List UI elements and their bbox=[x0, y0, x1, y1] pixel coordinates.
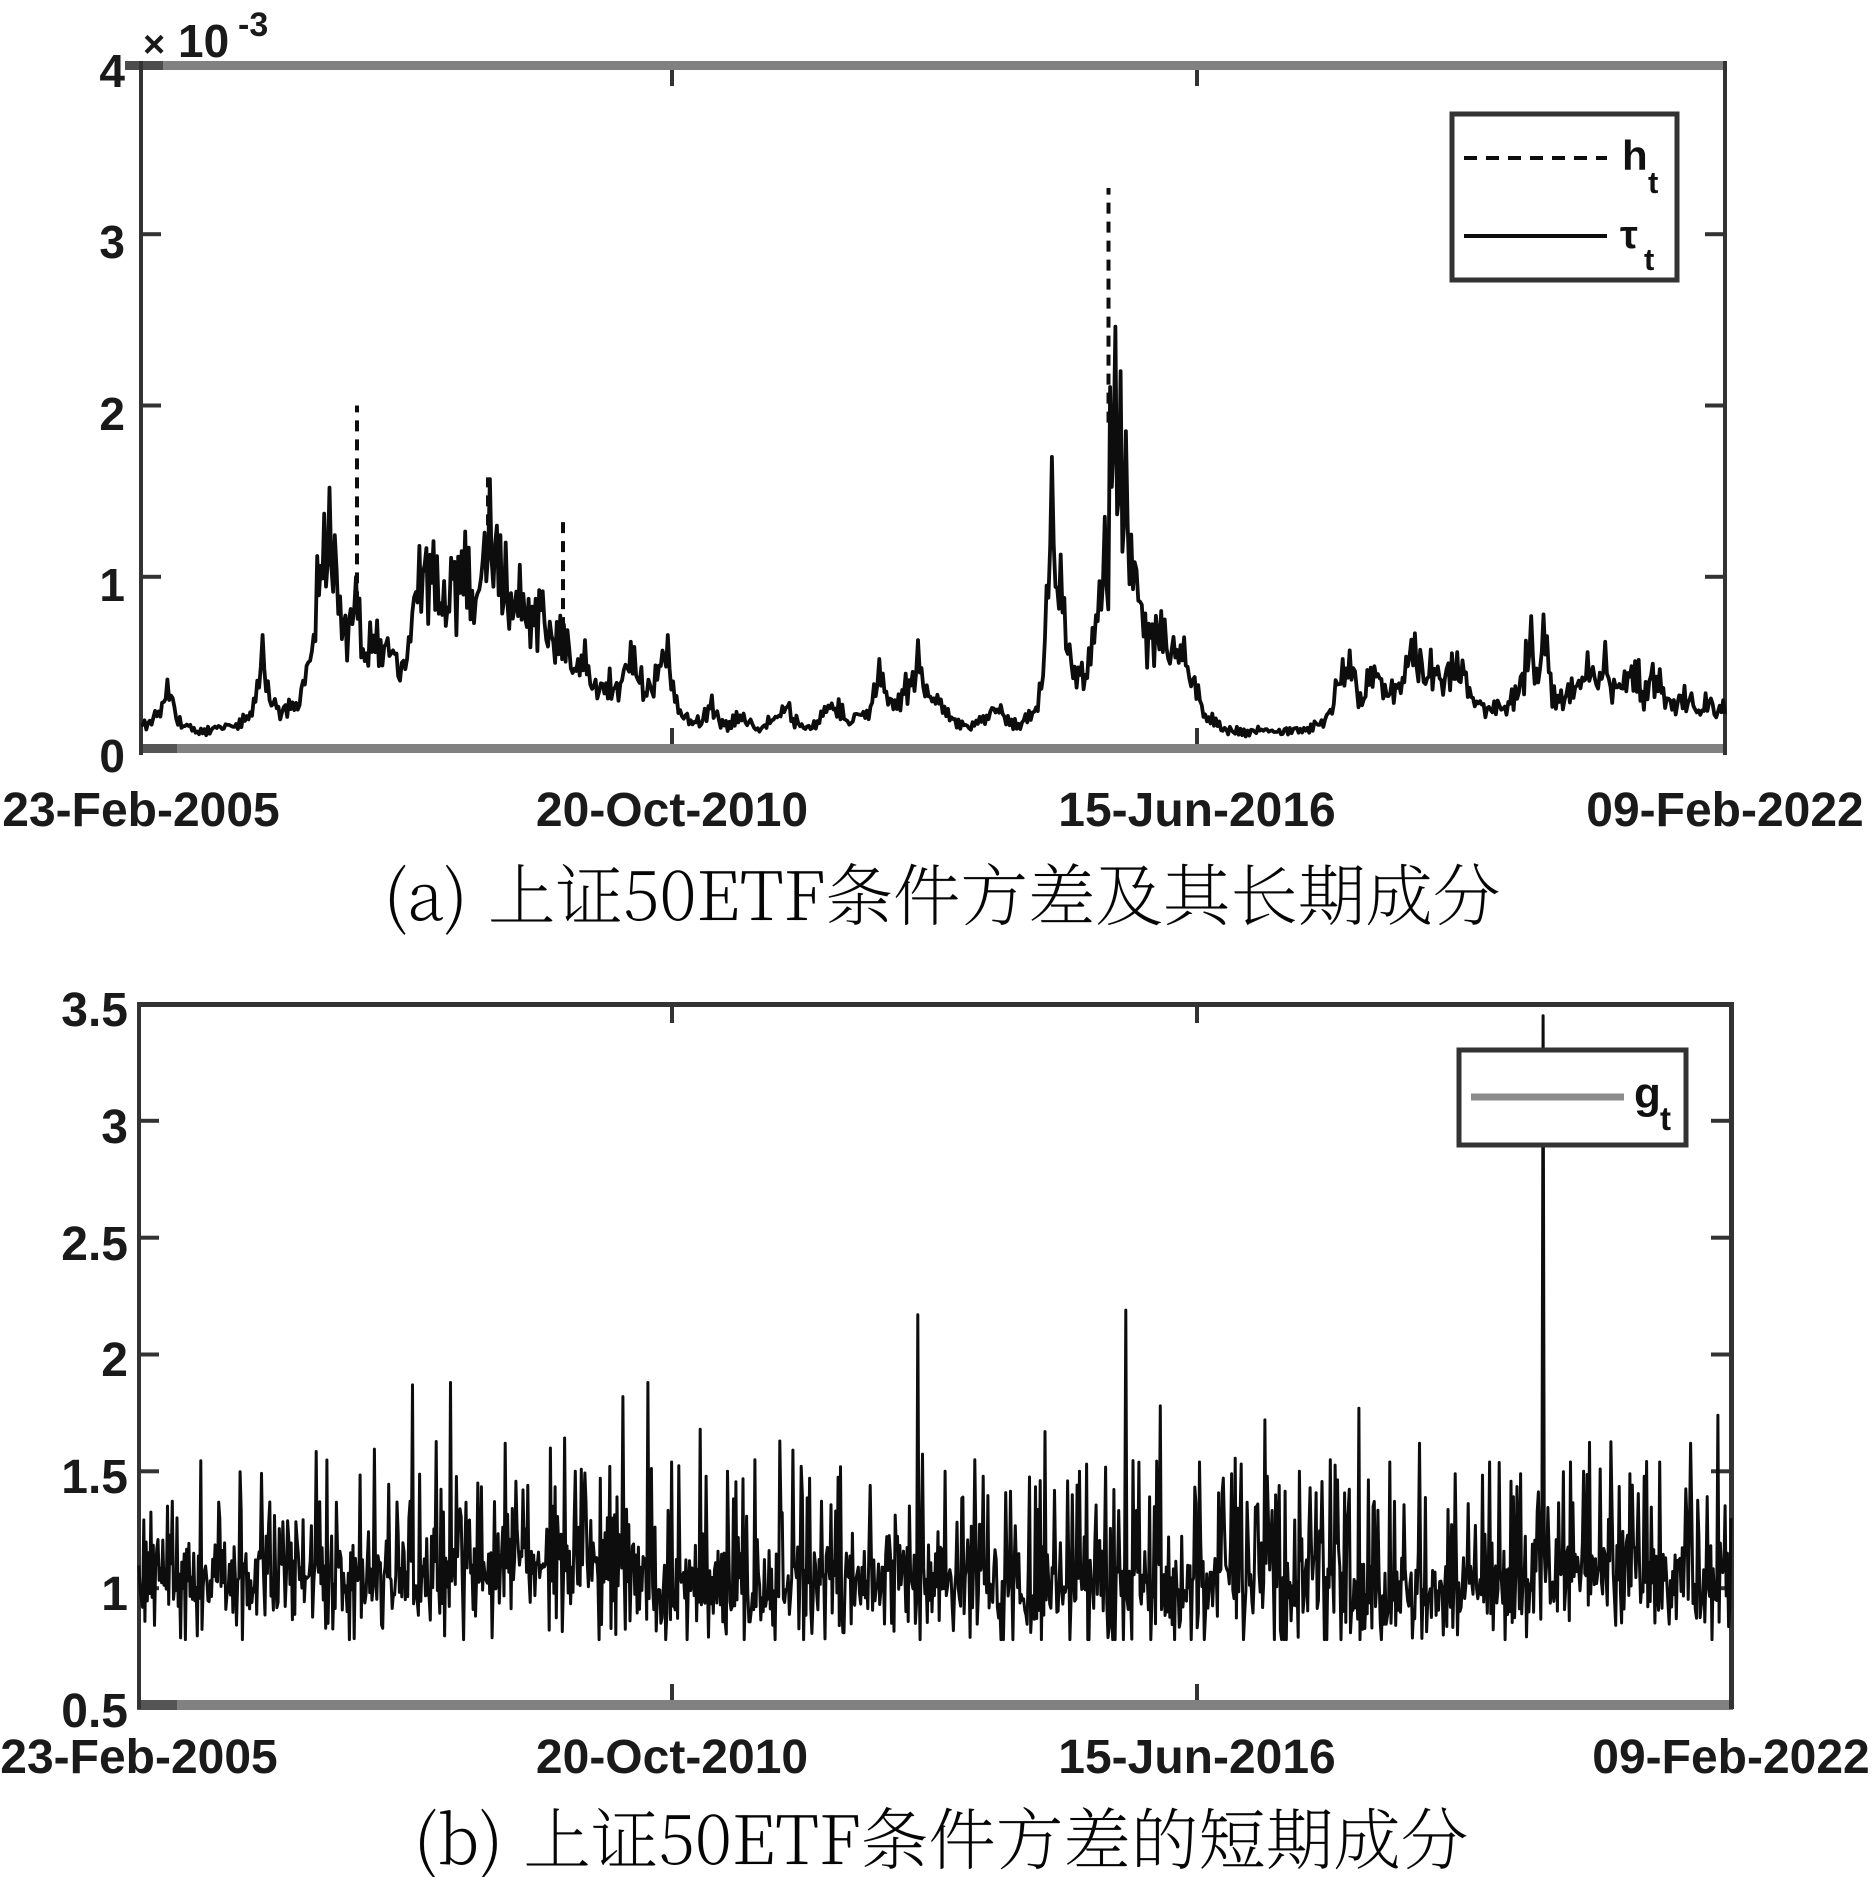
svg-text:23-Feb-2005: 23-Feb-2005 bbox=[0, 1731, 277, 1784]
svg-text:h: h bbox=[1622, 132, 1648, 179]
svg-text:4: 4 bbox=[99, 45, 125, 97]
svg-text:3: 3 bbox=[101, 1101, 128, 1154]
svg-text:23-Feb-2005: 23-Feb-2005 bbox=[2, 784, 279, 837]
svg-text:0.5: 0.5 bbox=[61, 1685, 128, 1738]
svg-text:-3: -3 bbox=[238, 6, 268, 44]
svg-text:20-Oct-2010: 20-Oct-2010 bbox=[536, 784, 808, 837]
svg-text:2.5: 2.5 bbox=[61, 1218, 128, 1271]
svg-text:×: × bbox=[143, 24, 165, 66]
svg-text:2: 2 bbox=[99, 388, 125, 440]
svg-text:t: t bbox=[1660, 1100, 1671, 1137]
svg-text:15-Jun-2016: 15-Jun-2016 bbox=[1058, 1731, 1335, 1784]
svg-text:3.5: 3.5 bbox=[61, 984, 128, 1037]
svg-text:τ: τ bbox=[1620, 213, 1638, 257]
svg-text:10: 10 bbox=[178, 15, 229, 67]
svg-text:g: g bbox=[1634, 1069, 1661, 1118]
svg-text:1: 1 bbox=[99, 559, 125, 611]
svg-text:09-Feb-2022: 09-Feb-2022 bbox=[1586, 784, 1863, 837]
svg-text:09-Feb-2022: 09-Feb-2022 bbox=[1592, 1731, 1869, 1784]
svg-text:20-Oct-2010: 20-Oct-2010 bbox=[536, 1731, 808, 1784]
svg-text:15-Jun-2016: 15-Jun-2016 bbox=[1058, 784, 1335, 837]
svg-text:1.5: 1.5 bbox=[61, 1451, 128, 1504]
svg-text:1: 1 bbox=[101, 1568, 128, 1621]
svg-text:t: t bbox=[1648, 165, 1658, 200]
svg-text:t: t bbox=[1644, 242, 1654, 277]
svg-text:2: 2 bbox=[101, 1334, 128, 1387]
svg-text:0: 0 bbox=[99, 730, 125, 782]
svg-text:3: 3 bbox=[99, 216, 125, 268]
